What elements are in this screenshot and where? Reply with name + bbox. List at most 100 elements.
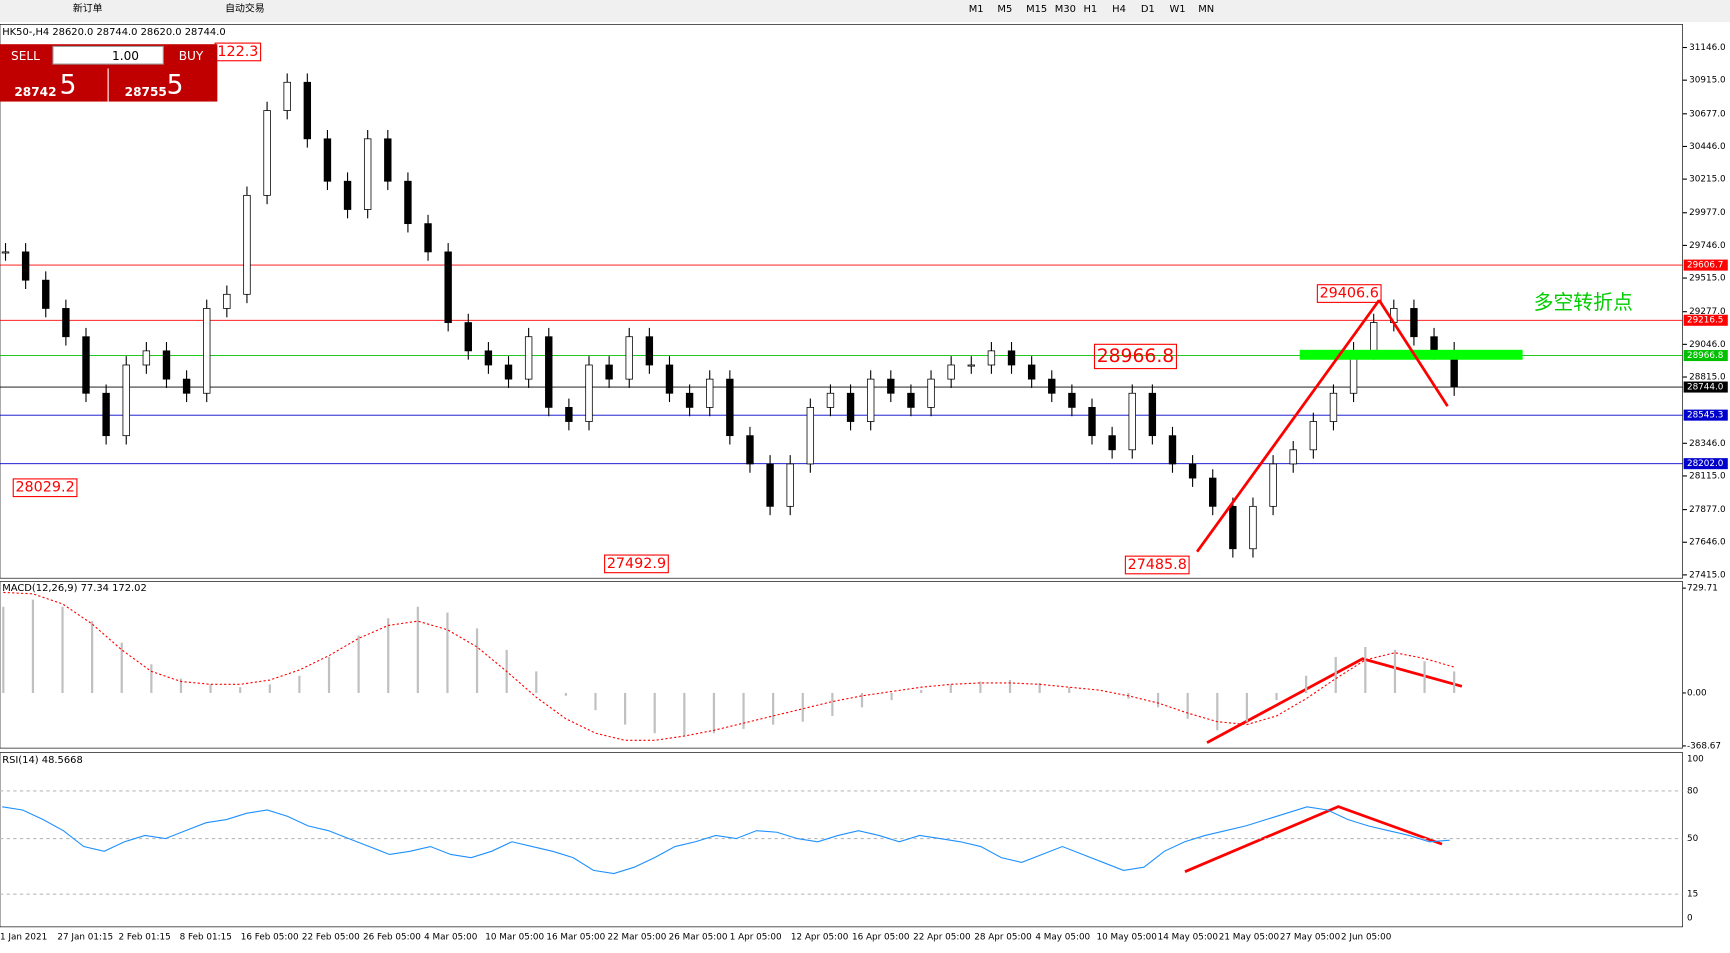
timeframe-button[interactable]: W1: [1170, 4, 1186, 15]
candle: [967, 364, 975, 367]
rsi-line: [2, 806, 1450, 875]
candle: [363, 138, 372, 210]
rsi-tick-label: 50: [1687, 834, 1699, 844]
timeframe-button[interactable]: D1: [1141, 4, 1155, 15]
level-tag: [1683, 458, 1728, 470]
chart-header: HK50-,H4 28620.0 28744.0 28620.0 28744.0: [2, 27, 225, 38]
date-label: 22 Mar 05:00: [607, 932, 666, 942]
candle: [1410, 308, 1418, 338]
timeframe-button[interactable]: M1: [969, 4, 984, 15]
candle: [1369, 322, 1378, 352]
candle: [263, 110, 271, 196]
date-label: 27 May 05:00: [1280, 932, 1341, 942]
candle: [887, 378, 895, 394]
date-label: 14 May 05:00: [1158, 932, 1219, 942]
timeframe-button[interactable]: M15: [1026, 4, 1047, 15]
date-label: 2 Feb 01:15: [118, 932, 170, 942]
price-annotation: 28029.2: [15, 480, 74, 496]
candle: [625, 336, 633, 380]
candle: [987, 350, 996, 366]
lot-input[interactable]: 1.00: [112, 49, 139, 63]
rsi-panel: [0, 752, 1683, 928]
y-tick-label: 31146.0: [1689, 43, 1726, 53]
candle: [464, 322, 472, 352]
annotation-box: [1093, 343, 1178, 370]
candle: [444, 251, 452, 323]
date-label: 22 Feb 05:00: [302, 932, 360, 942]
timeframe-button[interactable]: M5: [997, 4, 1012, 15]
candle: [746, 435, 754, 465]
annotation-box: [604, 554, 669, 574]
timeframe-button[interactable]: H4: [1112, 4, 1126, 15]
candle: [82, 336, 90, 394]
y-tick-label: 30677.0: [1689, 109, 1726, 119]
macd-tick-label: 0.00: [1687, 688, 1707, 698]
date-label: 22 Apr 05:00: [913, 932, 971, 942]
candle: [21, 251, 30, 281]
y-tick-label: 30215.0: [1689, 175, 1726, 185]
date-label: 4 May 05:00: [1035, 932, 1090, 942]
candle: [1128, 392, 1136, 451]
level-label: 29606.7: [1687, 261, 1723, 271]
timeframe-button[interactable]: H1: [1083, 4, 1097, 15]
candle: [1148, 392, 1157, 437]
candle: [1309, 421, 1318, 451]
toolbar: [0, 0, 1730, 23]
candle: [645, 336, 654, 366]
annotation-box: [12, 478, 78, 498]
candle: [1068, 392, 1076, 408]
ask-price: 28755: [125, 85, 167, 99]
date-label: 16 Apr 05:00: [852, 932, 910, 942]
candle: [524, 336, 533, 380]
level-label: 28545.3: [1687, 411, 1723, 421]
y-tick-label: 27877.0: [1689, 505, 1726, 515]
y-tick-label: 27415.0: [1689, 570, 1726, 580]
candle: [343, 180, 352, 210]
candle: [1188, 463, 1197, 479]
candle: [1048, 378, 1056, 394]
date-label: 26 Feb 05:00: [363, 932, 421, 942]
candle: [283, 81, 291, 111]
candle: [404, 180, 412, 225]
price-annotation: 27492.9: [607, 556, 666, 572]
candle: [303, 81, 312, 140]
sell-button[interactable]: SELL: [11, 49, 40, 63]
bid-pips: 5: [60, 70, 77, 101]
rsi-tick-label: 15: [1687, 890, 1698, 900]
candle: [1430, 336, 1438, 352]
price-annotation: 29406.6: [1320, 286, 1379, 302]
date-label: 1 Jan 2021: [0, 932, 47, 942]
macd-tick-label: -368.67: [1687, 741, 1721, 751]
candle: [585, 364, 593, 422]
y-tick-label: 29977.0: [1689, 208, 1726, 218]
y-tick-label: 29277.0: [1689, 307, 1726, 317]
candle: [706, 378, 714, 408]
candle: [1269, 463, 1277, 507]
buy-button[interactable]: BUY: [179, 49, 204, 63]
candle: [323, 138, 332, 182]
candle: [243, 194, 251, 295]
candle: [1168, 435, 1177, 465]
candle: [142, 350, 151, 366]
timeframe-button[interactable]: M30: [1055, 4, 1076, 15]
y-tick-label: 28346.0: [1689, 439, 1726, 449]
candle: [203, 308, 211, 394]
auto-trade-button[interactable]: 自动交易: [225, 2, 265, 15]
y-tick-label: 29746.0: [1689, 241, 1726, 251]
y-tick-label: 30446.0: [1689, 142, 1726, 152]
turn-zone: [1299, 349, 1523, 360]
new-order-button[interactable]: 新订单: [73, 2, 103, 15]
candle: [42, 279, 50, 309]
rsi-tick-label: 100: [1687, 755, 1704, 765]
candle: [846, 392, 855, 422]
candle: [182, 378, 191, 394]
timeframe-button[interactable]: MN: [1198, 4, 1214, 15]
y-tick-label: 28115.0: [1689, 471, 1726, 481]
candle: [806, 407, 815, 465]
candle: [786, 463, 794, 507]
level-tag: [1683, 381, 1728, 393]
macd-panel: [0, 581, 1683, 749]
ask-pips: 5: [167, 70, 184, 101]
annotation-box: [1316, 284, 1382, 303]
